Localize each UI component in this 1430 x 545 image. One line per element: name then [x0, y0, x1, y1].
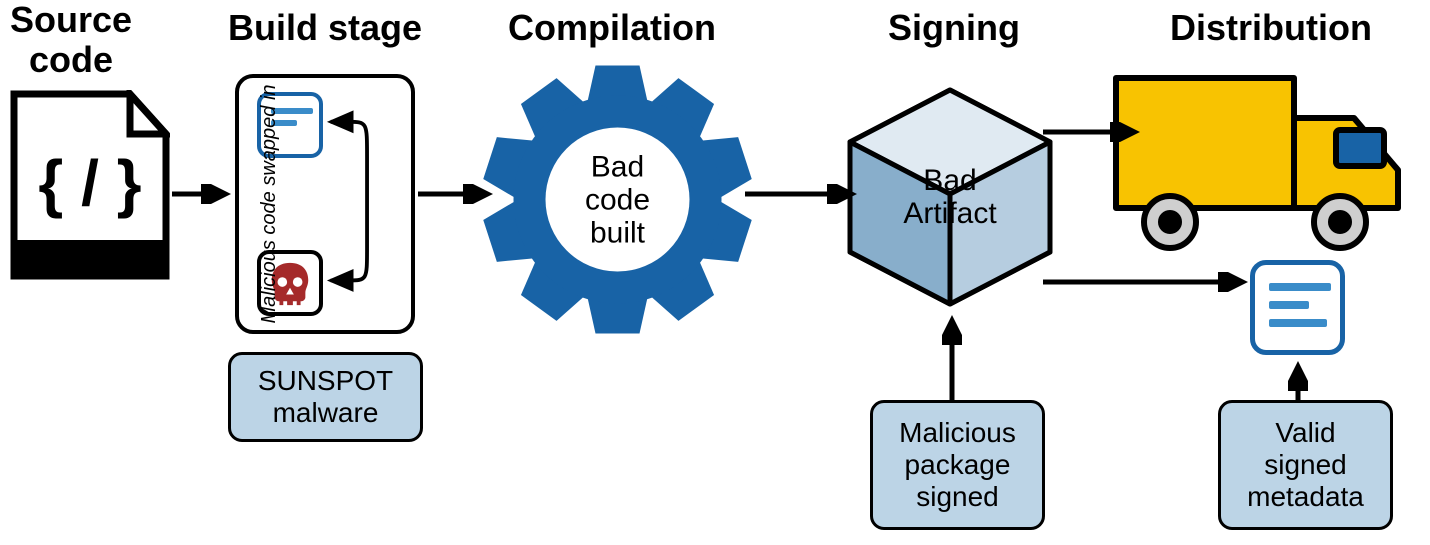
- hexagon-artifact-icon: BadArtifact: [840, 82, 1060, 312]
- gear-label: Badcodebuilt: [585, 150, 650, 249]
- malicious-package-badge: Maliciouspackagesigned: [870, 400, 1045, 530]
- arrow-a6: [942, 312, 962, 400]
- build-stage-box: Malicious code swapped in: [235, 74, 415, 334]
- source-glyph-text: { / }: [38, 147, 141, 219]
- valid-metadata-badge: Validsignedmetadata: [1218, 400, 1393, 530]
- arrow-a4: [1043, 122, 1143, 142]
- arrow-a7: [1288, 358, 1308, 400]
- arrow-a2: [418, 184, 496, 204]
- hex-label: BadArtifact: [903, 164, 996, 230]
- sunspot-badge: SUNSPOTmalware: [228, 352, 423, 442]
- t1b: code: [29, 39, 113, 80]
- gear-icon: Badcodebuilt: [480, 62, 755, 337]
- arrow-a1: [172, 184, 234, 204]
- stage-title-source: Source code: [10, 0, 132, 79]
- gear-label-text: Badcodebuilt: [585, 150, 650, 249]
- arrow-a3: [745, 184, 860, 204]
- source-code-file-icon: { / }: [10, 90, 170, 280]
- stage-title-build: Build stage: [228, 8, 422, 48]
- sunspot-text: SUNSPOTmalware: [258, 365, 393, 429]
- build-mini-arrows: [239, 78, 411, 330]
- arrow-a5: [1043, 272, 1251, 292]
- metadata-document-icon: [1250, 260, 1345, 355]
- valid-meta-text: Validsignedmetadata: [1247, 417, 1364, 514]
- stage-title-signing: Signing: [888, 8, 1020, 48]
- t1a: Source: [10, 0, 132, 40]
- stage-title-dist: Distribution: [1170, 8, 1372, 48]
- hex-label-text: BadArtifact: [903, 164, 996, 230]
- stage-title-compile: Compilation: [508, 8, 716, 48]
- mal-pkg-text: Maliciouspackagesigned: [899, 417, 1016, 514]
- truck-icon: [1110, 60, 1410, 260]
